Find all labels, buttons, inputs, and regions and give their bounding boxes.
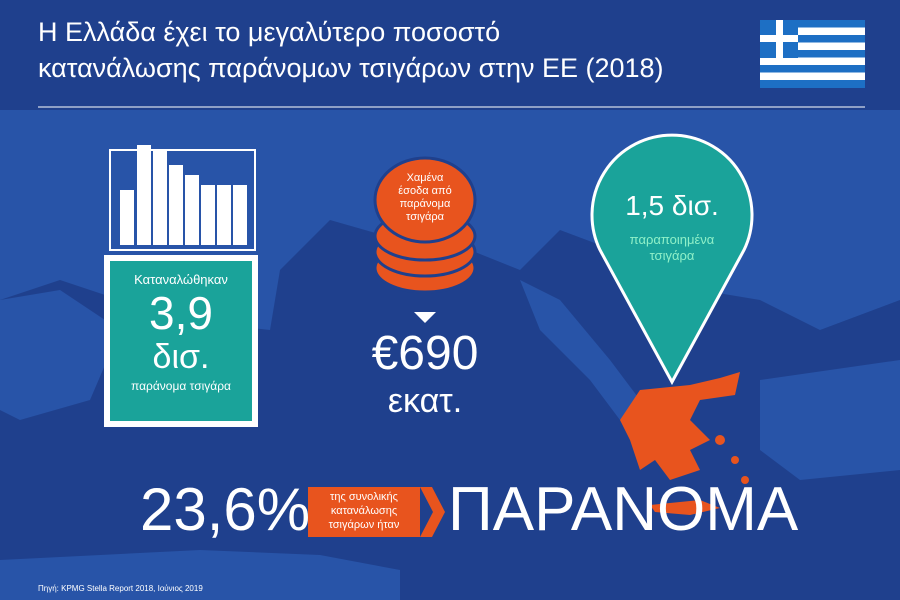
share-word: ΠΑΡΑΝΟΜΑ <box>448 475 799 544</box>
pack-number: 3,9 <box>149 287 213 339</box>
pack-unit: δισ. <box>152 338 210 376</box>
pin-caption-line: παραποιημένα <box>629 232 715 247</box>
title-line: Η Ελλάδα έχει το μεγαλύτερο ποσοστό <box>38 17 501 47</box>
pin-caption-line: τσιγάρα <box>649 248 695 263</box>
pin-caption: παραποιημένα τσιγάρα <box>602 232 742 264</box>
source: Πηγή: KPMG Stella Report 2018, Ιούνιος 2… <box>38 584 203 593</box>
share-label-line: τσιγάρων ήταν <box>328 519 400 531</box>
coins-label-line: παράνομα <box>399 198 451 210</box>
coins-number: €690 <box>371 327 479 380</box>
coins-label-line: έσοδα από <box>398 185 452 197</box>
share-label: της συνολικής κατανάλωσης τσιγάρων ήταν <box>308 490 420 532</box>
pack-text: Καταναλώθηκαν 3,9 δισ. παράνομα τσιγάρα <box>110 272 252 393</box>
coin-stack <box>373 156 477 294</box>
pack-caption: παράνομα τσιγάρα <box>130 379 231 393</box>
coins-label-line: τσιγάρα <box>406 211 444 223</box>
coins-label: Χαμένα έσοδα από παράνομα τσιγάρα <box>380 172 470 224</box>
share-number: 23,6% <box>140 476 311 543</box>
cigarette-pack <box>104 145 258 427</box>
location-pin <box>590 133 754 386</box>
title: Η Ελλάδα έχει το μεγαλύτερο ποσοστό κατα… <box>38 14 664 86</box>
coins-unit: εκατ. <box>387 382 463 420</box>
greek-flag <box>760 20 865 88</box>
pack-label: Καταναλώθηκαν <box>134 272 228 287</box>
title-line: κατανάλωσης παράνομων τσιγάρων στην ΕΕ (… <box>38 53 664 83</box>
coins-label-line: Χαμένα <box>406 172 444 184</box>
pin-number: 1,5 δισ. <box>625 190 719 221</box>
share-label-line: κατανάλωσης <box>330 505 398 517</box>
share-label-line: της συνολικής <box>330 491 398 503</box>
